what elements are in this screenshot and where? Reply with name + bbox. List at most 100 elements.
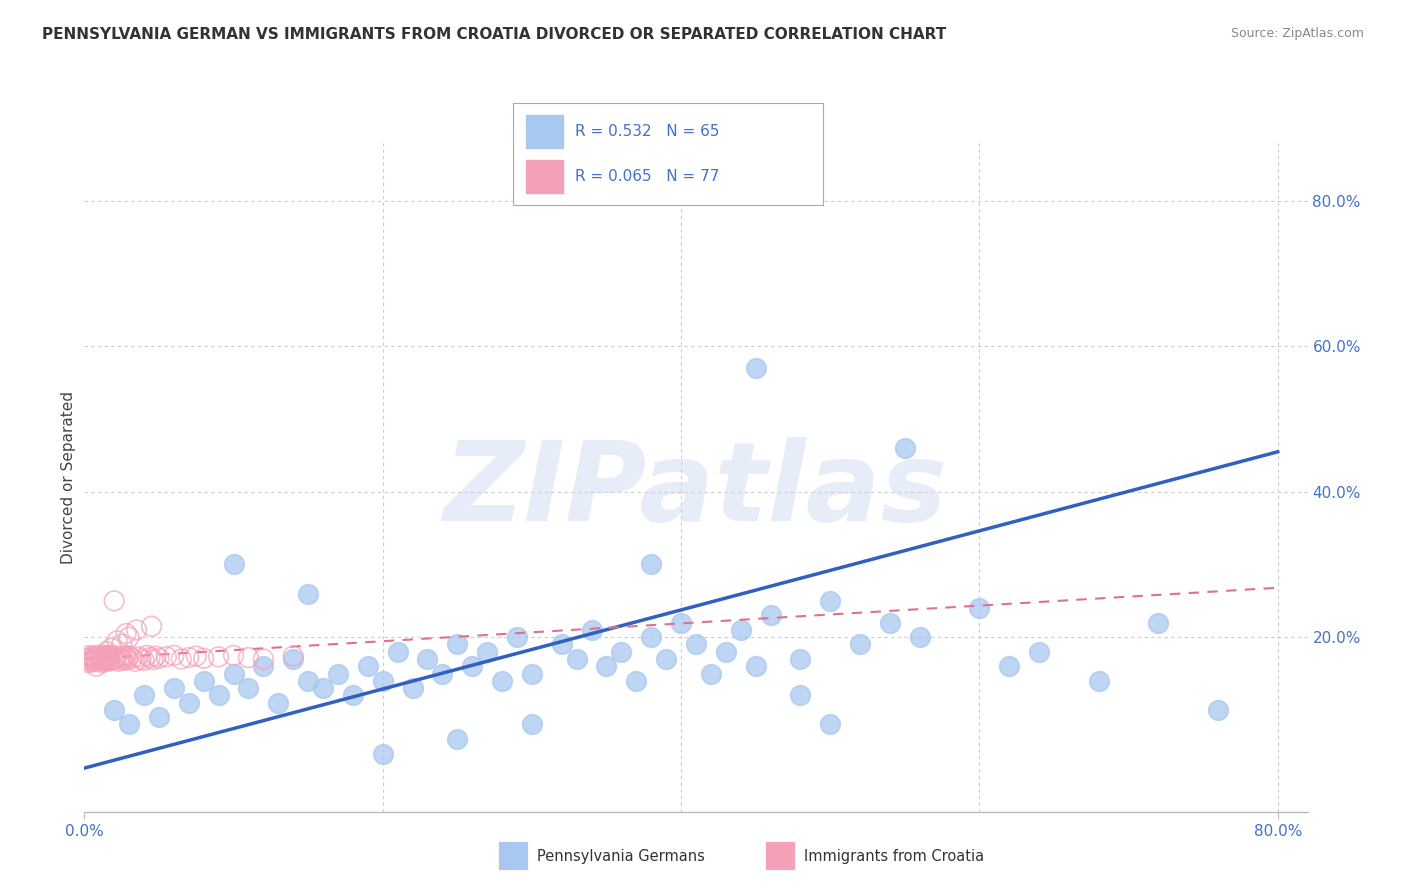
Point [125, 623, 148, 637]
Point [252, 659, 274, 673]
Point [115, 626, 138, 640]
Point [655, 652, 678, 666]
Point [222, 558, 245, 572]
Text: R = 0.065   N = 77: R = 0.065 N = 77 [575, 169, 720, 184]
Point [714, 645, 737, 659]
Point [80, 649, 103, 664]
Bar [526, 115, 562, 148]
Point [94, 653, 117, 667]
Point [669, 615, 692, 630]
Point [93, 653, 115, 667]
Point [76, 652, 98, 666]
Point [145, 649, 167, 664]
Point [357, 659, 380, 673]
Point [101, 650, 124, 665]
Point [83, 649, 105, 664]
Point [297, 586, 319, 600]
Point [80, 655, 103, 669]
Point [111, 652, 134, 666]
Point [77, 648, 100, 663]
Point [818, 594, 841, 608]
Text: Pennsylvania Germans: Pennsylvania Germans [537, 849, 704, 863]
Point [744, 361, 766, 376]
Point [104, 651, 127, 665]
Point [894, 441, 917, 455]
Point [90, 654, 112, 668]
Point [461, 659, 484, 673]
Point [744, 659, 766, 673]
Point [818, 717, 841, 731]
Point [297, 673, 319, 688]
Point [127, 649, 149, 664]
Point [252, 652, 274, 666]
Point [238, 681, 260, 695]
Point [96, 651, 118, 665]
Point [312, 681, 335, 695]
Point [207, 649, 229, 664]
Point [908, 630, 931, 644]
Point [177, 696, 200, 710]
Point [91, 652, 114, 666]
Point [342, 689, 364, 703]
Point [132, 653, 155, 667]
Point [1147, 615, 1170, 630]
Point [148, 710, 170, 724]
Point [118, 717, 141, 731]
Point [267, 696, 290, 710]
Point [186, 649, 208, 664]
Point [640, 558, 662, 572]
Point [371, 673, 394, 688]
Point [91, 656, 114, 670]
Point [238, 650, 260, 665]
Point [155, 649, 177, 664]
Point [97, 649, 120, 664]
Point [700, 666, 723, 681]
Point [849, 637, 872, 651]
Point [111, 637, 134, 651]
Point [326, 666, 349, 681]
Point [193, 651, 215, 665]
Point [163, 681, 186, 695]
Point [112, 653, 135, 667]
Point [103, 594, 125, 608]
Point [371, 747, 394, 761]
Point [105, 649, 128, 664]
Point [90, 649, 112, 664]
Point [148, 651, 170, 665]
Point [87, 650, 110, 665]
Point [998, 659, 1021, 673]
Point [132, 689, 155, 703]
Point [98, 652, 121, 666]
Point [84, 659, 107, 673]
Point [520, 666, 543, 681]
Point [475, 645, 498, 659]
Point [96, 649, 118, 664]
Point [551, 637, 574, 651]
Point [491, 673, 513, 688]
Point [100, 648, 122, 663]
Text: ZIPatlas: ZIPatlas [444, 437, 948, 544]
Point [520, 717, 543, 731]
Point [124, 654, 146, 668]
Point [595, 659, 617, 673]
Point [170, 652, 193, 666]
Point [107, 654, 129, 668]
Point [108, 649, 131, 664]
Point [97, 654, 120, 668]
Point [565, 652, 588, 666]
Point [96, 645, 118, 659]
Point [581, 623, 603, 637]
Point [685, 637, 707, 651]
Point [103, 653, 125, 667]
Point [640, 630, 662, 644]
Point [207, 689, 229, 703]
Point [100, 641, 122, 656]
Bar [526, 160, 562, 193]
Point [129, 652, 152, 666]
Point [1087, 673, 1109, 688]
Point [222, 648, 245, 663]
Point [387, 645, 409, 659]
Text: R = 0.532   N = 65: R = 0.532 N = 65 [575, 124, 720, 139]
Point [283, 652, 305, 666]
Point [506, 630, 529, 644]
